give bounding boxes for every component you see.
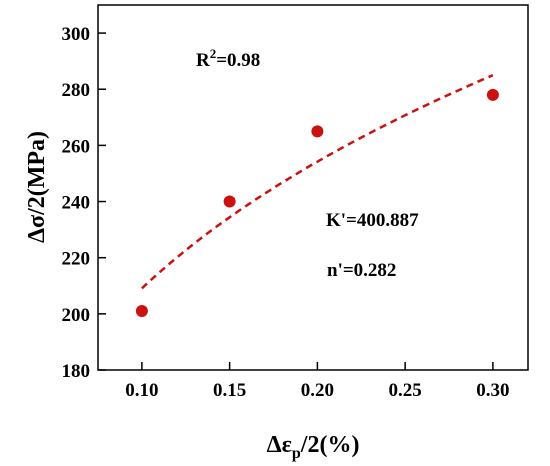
- y-tick-label: 240: [62, 193, 91, 214]
- n-annotation: n'=0.282: [327, 260, 396, 281]
- x-tick-label: 0.25: [389, 380, 422, 401]
- data-point: [486, 88, 499, 101]
- x-axis-title-tail: /2(%): [300, 432, 360, 458]
- y-tick-label: 300: [62, 24, 91, 45]
- plot-frame: [97, 4, 529, 371]
- y-tick-label: 200: [62, 305, 91, 326]
- y-tick-label: 280: [62, 80, 91, 101]
- data-point: [311, 125, 324, 138]
- x-axis-title-main: Δε: [267, 432, 292, 458]
- data-points: [135, 88, 499, 318]
- r2-rest: =0.98: [216, 50, 260, 71]
- x-tick-label: 0.30: [476, 380, 509, 401]
- y-tick-label: 180: [62, 361, 91, 382]
- x-axis-title-sub: p: [292, 445, 301, 462]
- y-tick-label: 220: [62, 249, 91, 270]
- x-axis-ticks: 0.10 0.15 0.20 0.25 0.30: [125, 362, 510, 401]
- x-tick-label: 0.20: [301, 380, 334, 401]
- x-axis-title: Δεp/2(%): [267, 432, 360, 462]
- y-axis-ticks: 180 200 220 240 260 280 300: [62, 24, 106, 382]
- y-tick-label: 260: [62, 136, 91, 157]
- r2-annotation: R2=0.98: [196, 46, 260, 71]
- r2-base: R: [196, 50, 210, 71]
- data-point: [223, 195, 236, 208]
- x-tick-label: 0.15: [213, 380, 246, 401]
- r2-sup: 2: [210, 46, 217, 61]
- k-annotation: K'=400.887: [326, 210, 419, 231]
- x-tick-label: 0.10: [125, 380, 158, 401]
- fit-curve: [141, 74, 494, 290]
- data-point: [135, 305, 148, 318]
- y-axis-title: Δσ/2(MPa): [24, 131, 50, 243]
